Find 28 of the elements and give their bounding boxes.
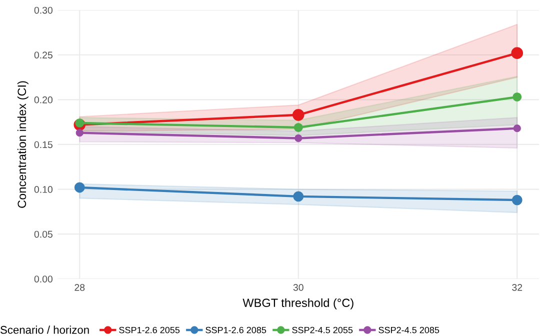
y-axis-title: Concentration index (CI)	[17, 81, 28, 208]
y-tick-label: 0.15	[34, 141, 52, 148]
y-tick-label: 0.05	[34, 230, 52, 238]
legend-label: SSP2-4.5 2085	[378, 326, 440, 334]
legend-title: Scenario / horizon	[0, 326, 89, 334]
point	[74, 182, 85, 193]
point	[512, 92, 522, 102]
point	[512, 194, 522, 206]
point	[76, 129, 84, 137]
x-tick-label: 30	[293, 284, 304, 291]
x-tick-label: 28	[74, 284, 85, 291]
point	[294, 134, 302, 142]
point	[294, 122, 303, 132]
x-axis-title: WBGT threshold (°C)	[242, 298, 354, 310]
y-tick-label: 0.30	[34, 6, 53, 14]
point	[293, 191, 304, 202]
y-tick-label: 0.00	[34, 276, 53, 282]
legend-label: SSP1-2.6 2055	[119, 326, 180, 334]
point	[292, 109, 304, 121]
y-tick-label: 0.20	[34, 96, 53, 104]
point	[513, 124, 521, 132]
point	[75, 118, 84, 128]
legend-label: SSP2-4.5 2055	[292, 326, 353, 334]
y-tick-label: 0.25	[34, 52, 52, 58]
y-tick-label: 0.10	[34, 186, 53, 193]
x-tick-label: 32	[512, 284, 522, 291]
point	[511, 47, 524, 59]
legend-label: SSP1-2.6 2085	[206, 326, 266, 334]
